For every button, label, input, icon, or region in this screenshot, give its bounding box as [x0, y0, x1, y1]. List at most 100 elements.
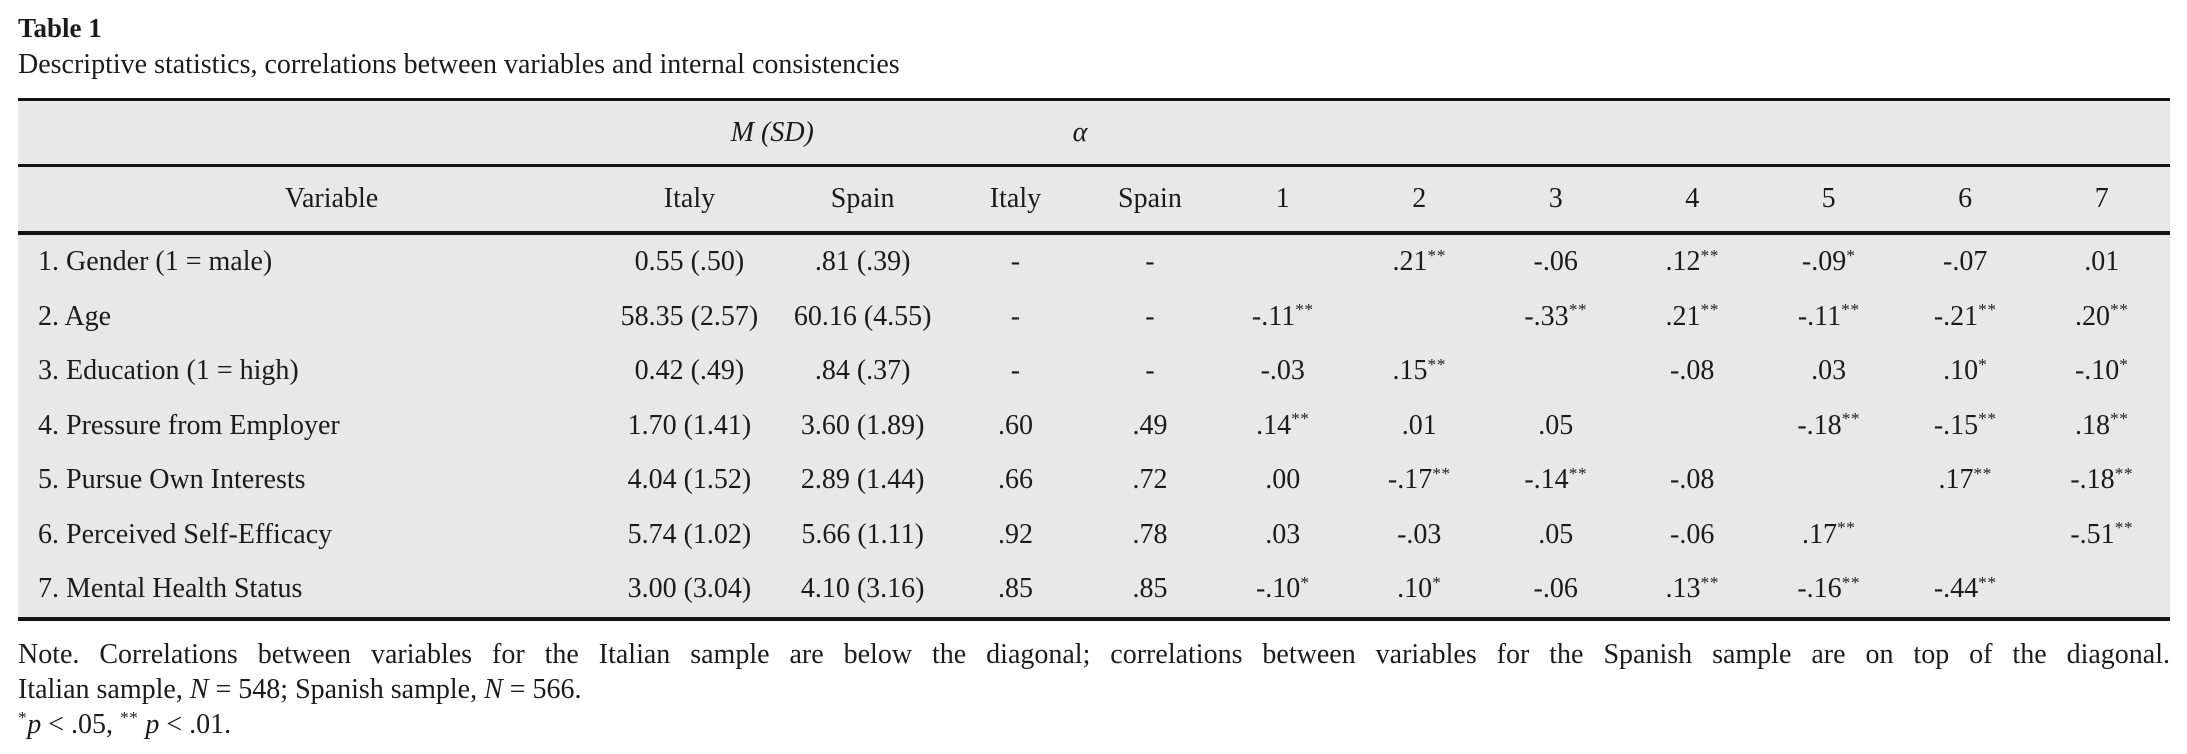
- significance-asterisk: **: [1973, 463, 1992, 483]
- significance-asterisk: **: [1978, 409, 1997, 429]
- column-header-5: 5: [1760, 165, 1897, 235]
- alpha-italy-cell: -: [1010, 300, 1021, 332]
- corr-cell-7: -.51**: [2070, 518, 2134, 550]
- alpha-spain-cell: -: [1145, 246, 1155, 278]
- corr-cell-3: -.06: [1533, 573, 1578, 605]
- significance-asterisk: **: [1291, 409, 1310, 429]
- corr-cell-4: .13**: [1665, 572, 1719, 605]
- column-header-3: 3: [1487, 165, 1624, 235]
- significance-asterisk: **: [1841, 572, 1861, 592]
- significance-asterisk: **: [1700, 300, 1719, 320]
- column-header-alpha-italy: Italy: [945, 165, 1086, 235]
- significance-asterisk: **: [2110, 409, 2129, 429]
- corr-cell-3: -.06: [1533, 246, 1578, 278]
- corr-cell-5: [1760, 453, 1896, 508]
- significance-asterisk: **: [1837, 518, 1856, 538]
- significance-asterisk: *: [1846, 245, 1856, 265]
- significance-asterisk: **: [1568, 463, 1588, 483]
- single-asterisk: *: [18, 707, 28, 727]
- group-header-alpha: α: [945, 99, 1215, 167]
- corr-cell-5: -.11**: [1797, 300, 1860, 332]
- m-sd-spain-cell: 3.60 (1.89): [800, 409, 925, 441]
- alpha-italy-cell: .66: [997, 464, 1033, 496]
- table-body: 1. Gender (1 = male) 0.55 (.50) .81 (.39) -…: [18, 233, 2170, 619]
- significance-asterisk: *: [2119, 354, 2129, 374]
- table-caption: Descriptive statistics, correlations bet…: [18, 49, 900, 80]
- variable-cell: 2. Age: [38, 300, 112, 332]
- significance-asterisk: *: [1432, 572, 1442, 592]
- column-header-row: Variable Italy Spain Italy Spain 1 2 3 4…: [18, 165, 2170, 235]
- corr-cell-4: .12**: [1665, 245, 1719, 278]
- group-header-empty: [18, 99, 600, 167]
- corr-cell-4: .21**: [1665, 300, 1719, 332]
- variable-cell: 4. Pressure from Employer: [38, 409, 340, 441]
- table-number-title: Table 1: [18, 13, 102, 43]
- variable-cell: 6. Perceived Self-Efficacy: [38, 518, 333, 550]
- corr-cell-3: -.33**: [1524, 300, 1588, 332]
- corr-cell-5: .03: [1811, 355, 1847, 387]
- significance-asterisk: **: [1978, 572, 1997, 592]
- n-symbol: N: [189, 673, 209, 705]
- m-sd-italy-cell: 5.74 (1.02): [627, 518, 752, 550]
- column-header-6: 6: [1896, 165, 2034, 235]
- corr-cell-2: -.03: [1397, 518, 1442, 550]
- group-header-row: M (SD) α: [18, 99, 2170, 167]
- variable-cell: 5. Pursue Own Interests: [38, 464, 306, 496]
- descriptive-statistics-table: M (SD) α Variable Italy Spain Italy Spai…: [18, 98, 2170, 621]
- corr-cell-3: .05: [1538, 409, 1574, 441]
- corr-cell-5: -.09*: [1801, 245, 1856, 278]
- column-header-4: 4: [1623, 165, 1761, 235]
- corr-cell-7: [2033, 562, 2170, 619]
- m-sd-italy-cell: 58.35 (2.57): [620, 300, 759, 332]
- corr-cell-1: [1215, 233, 1351, 290]
- corr-cell-1: .00: [1265, 464, 1301, 496]
- corr-cell-4: -.08: [1670, 464, 1715, 496]
- column-header-2: 2: [1350, 165, 1488, 235]
- corr-cell-6: .17**: [1938, 463, 1992, 496]
- corr-cell-6: -.07: [1943, 246, 1988, 278]
- alpha-italy-cell: .60: [997, 409, 1033, 441]
- corr-cell-6: -.21**: [1933, 300, 1997, 332]
- corr-cell-1: .03: [1265, 518, 1301, 550]
- corr-cell-7: .01: [2084, 246, 2120, 278]
- alpha-italy-cell: .85: [997, 573, 1033, 605]
- corr-cell-6: .10*: [1943, 354, 1988, 387]
- m-sd-italy-cell: 0.55 (.50): [634, 246, 745, 278]
- m-sd-spain-cell: 5.66 (1.11): [801, 518, 924, 550]
- group-header-spacer: [1214, 99, 2170, 167]
- significance-asterisk: *: [1978, 354, 1988, 374]
- table-row: 5. Pursue Own Interests 4.04 (1.52) 2.89 (…: [18, 453, 2170, 508]
- diagonal-note: Note. Correlations between variables for…: [18, 638, 2170, 670]
- significance-asterisk: **: [1568, 300, 1588, 320]
- corr-cell-1: .14**: [1256, 409, 1310, 441]
- m-sd-spain-cell: 60.16 (4.55): [793, 300, 932, 332]
- table-row: 2. Age 58.35 (2.57) 60.16 (4.55) - - -.11** -.…: [18, 290, 2170, 345]
- corr-cell-3: [1487, 344, 1623, 399]
- corr-cell-7: .20**: [2075, 300, 2129, 332]
- m-sd-spain-cell: .81 (.39): [814, 246, 911, 278]
- corr-cell-1: -.10*: [1255, 572, 1310, 605]
- double-asterisk: **: [119, 707, 139, 727]
- column-header-msd-italy: Italy: [599, 165, 780, 235]
- column-header-alpha-spain: Spain: [1085, 165, 1215, 235]
- m-sd-italy-cell: 4.04 (1.52): [627, 464, 752, 496]
- corr-cell-1: -.11**: [1251, 300, 1314, 332]
- corr-cell-2: .10*: [1397, 572, 1442, 605]
- significance-asterisk: **: [2114, 518, 2134, 538]
- corr-cell-7: -.10*: [2074, 354, 2129, 387]
- n-symbol: N: [484, 673, 503, 705]
- table-row: 4. Pressure from Employer 1.70 (1.41) 3.60…: [18, 399, 2170, 454]
- significance-asterisk: **: [2114, 463, 2134, 483]
- significance-asterisk: **: [2110, 300, 2129, 320]
- corr-cell-3: -.14**: [1524, 463, 1588, 496]
- column-header-variable: Variable: [18, 165, 600, 235]
- corr-cell-6: -.44**: [1933, 572, 1997, 605]
- corr-cell-2: .15**: [1392, 354, 1446, 387]
- significance-asterisk: **: [1700, 245, 1719, 265]
- corr-cell-4: -.06: [1670, 518, 1715, 550]
- significance-asterisk: **: [1427, 245, 1446, 265]
- alpha-italy-cell: .92: [997, 518, 1033, 550]
- m-sd-spain-cell: 2.89 (1.44): [800, 464, 925, 496]
- alpha-italy-cell: -: [1010, 246, 1021, 278]
